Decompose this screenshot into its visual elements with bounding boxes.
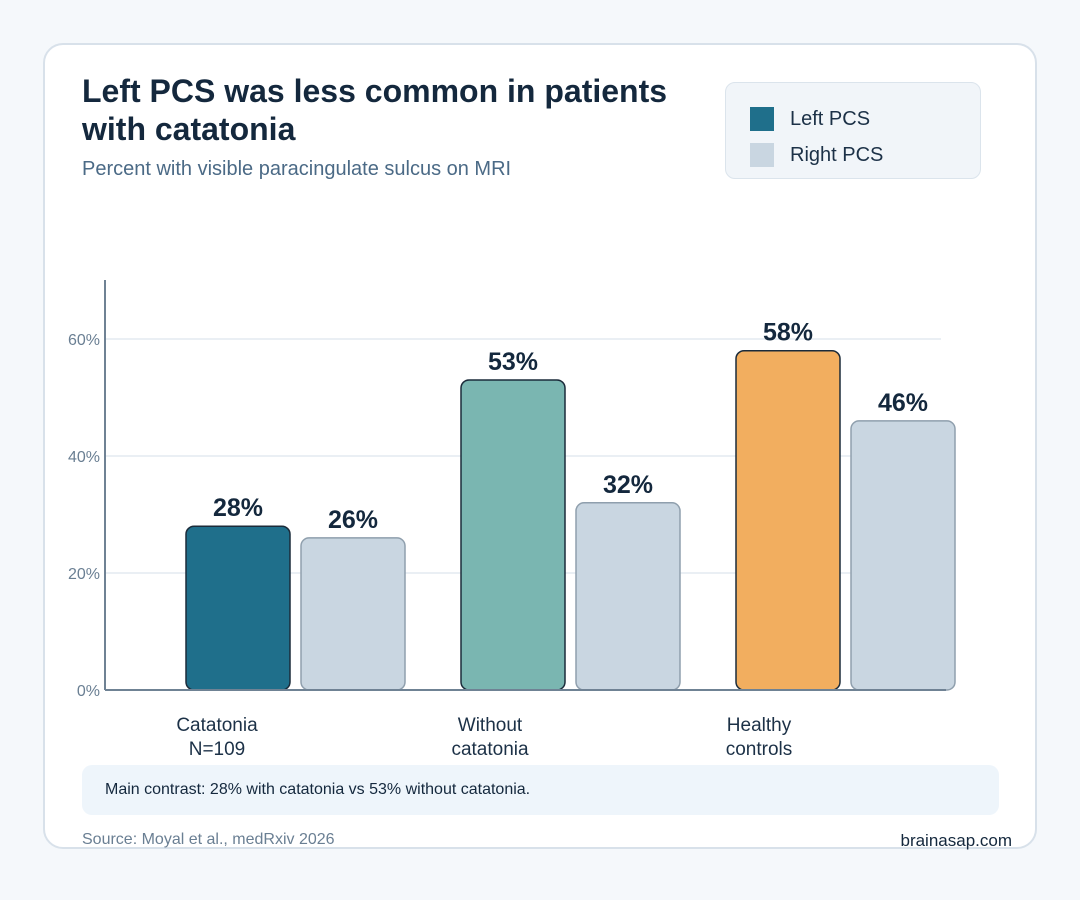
bar <box>850 420 956 691</box>
y-tick-label: 0% <box>77 683 100 700</box>
legend-swatch-right-pcs <box>750 143 774 167</box>
y-tick-label: 20% <box>68 566 100 583</box>
bar <box>300 537 406 691</box>
legend-label-left-pcs: Left PCS <box>790 107 871 130</box>
x-tick-label: Healthy <box>727 715 792 736</box>
x-tick-label: catatonia <box>451 739 529 760</box>
brand-text: brainasap.com <box>900 831 1012 850</box>
contrast-note-text: Main contrast: 28% with catatonia vs 53%… <box>105 781 531 798</box>
bar <box>460 379 566 691</box>
x-tick-label: controls <box>726 739 793 760</box>
data-label: 32% <box>603 471 653 499</box>
legend: Left PCS Right PCS <box>725 82 981 179</box>
contrast-note: Main contrast: 28% with catatonia vs 53%… <box>82 765 999 815</box>
bar <box>185 525 291 691</box>
legend-label-right-pcs: Right PCS <box>790 143 884 166</box>
x-tick-label: Without <box>458 715 523 736</box>
chart-subtitle: Percent with visible paracingulate sulcu… <box>82 158 512 180</box>
legend-swatch-left-pcs <box>750 107 774 131</box>
data-label: 28% <box>213 494 263 522</box>
chart-title: Left PCS was less common in patients wit… <box>82 73 668 147</box>
source-text: Source: Moyal et al., medRxiv 2026 <box>82 831 335 848</box>
bar <box>735 349 841 691</box>
legend-item-left-pcs: Left PCS <box>750 107 870 131</box>
y-tick-label: 60% <box>68 332 100 349</box>
x-tick-label: Catatonia <box>176 715 258 736</box>
bar <box>575 502 681 691</box>
data-label: 46% <box>878 389 928 417</box>
data-label: 58% <box>763 319 813 347</box>
data-label: 26% <box>328 506 378 534</box>
x-tick-label: N=109 <box>189 739 246 760</box>
legend-item-right-pcs: Right PCS <box>750 143 883 167</box>
y-tick-label: 40% <box>68 449 100 466</box>
data-label: 53% <box>488 348 538 376</box>
